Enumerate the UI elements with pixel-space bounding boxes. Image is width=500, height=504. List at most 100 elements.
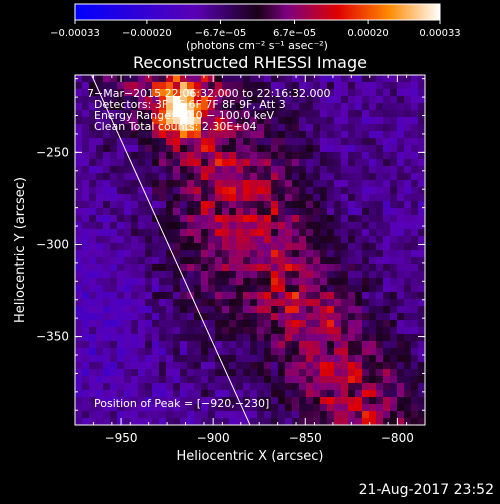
heatmap-cell: [271, 194, 279, 202]
heatmap-cell: [257, 376, 265, 384]
heatmap-cell: [390, 131, 398, 139]
heatmap-cell: [96, 362, 104, 370]
heatmap-cell: [348, 383, 356, 391]
heatmap-cell: [215, 397, 223, 405]
heatmap-cell: [124, 208, 132, 216]
heatmap-cell: [369, 236, 377, 244]
heatmap-cell: [117, 278, 125, 286]
heatmap-cell: [75, 117, 83, 125]
heatmap-cell: [166, 264, 174, 272]
heatmap-cell: [96, 369, 104, 377]
heatmap-cell: [313, 355, 321, 363]
heatmap-cell: [418, 390, 425, 398]
heatmap-cell: [278, 236, 286, 244]
heatmap-cell: [313, 166, 321, 174]
heatmap-cell: [138, 383, 146, 391]
heatmap-cell: [243, 138, 251, 146]
heatmap-cell: [75, 180, 83, 188]
heatmap-cell: [334, 152, 342, 160]
heatmap-cell: [152, 376, 160, 384]
heatmap-cell: [250, 222, 258, 230]
heatmap-cell: [124, 271, 132, 279]
heatmap-cell: [397, 285, 405, 293]
heatmap-cell: [131, 271, 139, 279]
heatmap-cell: [285, 229, 293, 237]
plot-frame: [74, 74, 426, 426]
heatmap-cell: [159, 138, 167, 146]
heatmap-cell: [243, 236, 251, 244]
heatmap-cell: [236, 117, 244, 125]
heatmap-cell: [243, 299, 251, 307]
heatmap-cell: [103, 173, 111, 181]
heatmap-cell: [418, 334, 425, 342]
heatmap-cell: [82, 138, 90, 146]
heatmap-cell: [159, 327, 167, 335]
heatmap-cell: [418, 117, 425, 125]
heatmap-cell: [292, 166, 300, 174]
heatmap-cell: [341, 110, 349, 118]
heatmap-cell: [82, 271, 90, 279]
heatmap-cell: [166, 411, 174, 419]
heatmap-cell: [418, 299, 425, 307]
heatmap-cell: [173, 320, 181, 328]
heatmap-cell: [215, 257, 223, 265]
heatmap-cell: [355, 236, 363, 244]
heatmap-cell: [117, 355, 125, 363]
heatmap-cell: [257, 362, 265, 370]
heatmap-cell: [362, 334, 370, 342]
heatmap-cell: [411, 152, 419, 160]
heatmap-cell: [124, 278, 132, 286]
heatmap-cell: [131, 250, 139, 258]
heatmap-cell: [404, 103, 412, 111]
heatmap-cell: [131, 327, 139, 335]
heatmap-cell: [320, 110, 328, 118]
heatmap-cell: [222, 222, 230, 230]
heatmap-cell: [369, 173, 377, 181]
heatmap-cell: [383, 96, 391, 104]
heatmap-cell: [257, 89, 265, 97]
heatmap-cell: [257, 117, 265, 125]
heatmap-cell: [348, 103, 356, 111]
heatmap-cell: [82, 145, 90, 153]
heatmap-cell: [131, 229, 139, 237]
heatmap-cell: [159, 159, 167, 167]
heatmap-cell: [194, 383, 202, 391]
heatmap-cell: [404, 117, 412, 125]
heatmap-cell: [271, 362, 279, 370]
heatmap-cell: [334, 411, 342, 419]
heatmap-cell: [117, 117, 125, 125]
heatmap-cell: [194, 208, 202, 216]
heatmap-cell: [229, 96, 237, 104]
heatmap-cell: [145, 404, 153, 412]
heatmap-cell: [187, 334, 195, 342]
heatmap-cell: [278, 362, 286, 370]
heatmap-cell: [208, 89, 216, 97]
heatmap-cell: [278, 376, 286, 384]
heatmap-cell: [194, 110, 202, 118]
heatmap-cell: [236, 404, 244, 412]
heatmap-cell: [159, 89, 167, 97]
heatmap-cell: [166, 327, 174, 335]
heatmap-cell: [110, 376, 118, 384]
heatmap-cell: [292, 145, 300, 153]
heatmap-cell: [320, 103, 328, 111]
heatmap-cell: [390, 264, 398, 272]
heatmap-cell: [250, 82, 258, 90]
heatmap-cell: [145, 75, 153, 83]
heatmap-cell: [292, 383, 300, 391]
heatmap-cell: [299, 411, 307, 419]
heatmap-cell: [201, 215, 209, 223]
heatmap-cell: [194, 180, 202, 188]
heatmap-cell: [348, 327, 356, 335]
limb-line: [91, 75, 251, 425]
heatmap-cell: [145, 194, 153, 202]
heatmap-cell: [194, 397, 202, 405]
heatmap-cell: [117, 131, 125, 139]
heatmap-cell: [103, 131, 111, 139]
heatmap-cell: [285, 152, 293, 160]
heatmap-cell: [292, 124, 300, 132]
heatmap-cell: [96, 243, 104, 251]
heatmap-cell: [208, 334, 216, 342]
heatmap-cell: [187, 82, 195, 90]
